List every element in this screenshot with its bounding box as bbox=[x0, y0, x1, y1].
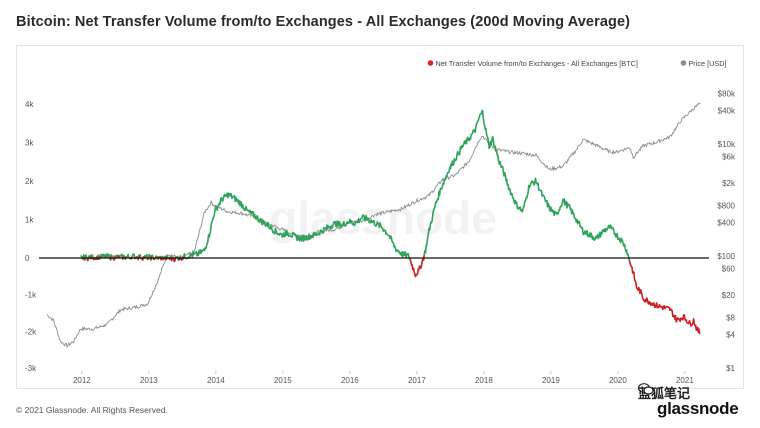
flow-line-negative bbox=[112, 255, 117, 261]
x-tick-label: 2021 bbox=[676, 376, 694, 385]
right-tick-label: $40k bbox=[718, 106, 736, 115]
left-tick-label: -3k bbox=[25, 364, 37, 373]
left-tick-label: 0 bbox=[25, 254, 30, 263]
x-tick-label: 2018 bbox=[475, 376, 493, 385]
flow-line-positive bbox=[119, 253, 124, 260]
legend-label[interactable]: Net Transfer Volume from/to Exchanges - … bbox=[436, 59, 638, 68]
right-tick-label: $4 bbox=[726, 330, 735, 339]
x-tick-label: 2019 bbox=[542, 376, 560, 385]
legend-label[interactable]: Price [USD] bbox=[688, 59, 726, 68]
right-tick-label: $6k bbox=[722, 152, 736, 161]
legend: Net Transfer Volume from/to Exchanges - … bbox=[427, 59, 727, 68]
left-axis: 4k 3k 2k 1k 0 -1k -2k -3k bbox=[25, 100, 37, 373]
flow-line-negative bbox=[124, 256, 127, 260]
flow-line-negative bbox=[172, 256, 177, 263]
left-tick-label: -1k bbox=[25, 291, 37, 300]
flow-line-negative bbox=[628, 259, 701, 335]
right-tick-label: $400 bbox=[717, 218, 735, 227]
price-line bbox=[46, 102, 701, 349]
legend-dot bbox=[427, 60, 434, 66]
right-tick-label: $100 bbox=[717, 252, 735, 261]
right-tick-label: $80k bbox=[718, 89, 736, 98]
flow-line-positive bbox=[144, 253, 149, 261]
right-tick-label: $60 bbox=[722, 264, 736, 273]
chat-icon bbox=[637, 383, 654, 395]
left-tick-label: 3k bbox=[25, 139, 34, 148]
x-tick-label: 2017 bbox=[408, 376, 426, 385]
glassnode-logo: glassnode bbox=[657, 399, 739, 418]
chart-title: Bitcoin: Net Transfer Volume from/to Exc… bbox=[16, 14, 631, 30]
overlay-caption: 蓝狐笔记 bbox=[637, 383, 690, 402]
right-tick-label: $800 bbox=[717, 201, 735, 210]
x-tick-label: 2020 bbox=[609, 376, 627, 385]
right-tick-label: $1 bbox=[726, 364, 735, 373]
x-tick-label: 2013 bbox=[140, 376, 158, 385]
right-tick-label: $8 bbox=[726, 313, 735, 322]
left-tick-label: 4k bbox=[25, 100, 34, 109]
x-tick-label: 2016 bbox=[341, 376, 359, 385]
x-tick-label: 2015 bbox=[274, 376, 292, 385]
left-tick-label: 1k bbox=[25, 216, 34, 225]
left-tick-label: 2k bbox=[25, 177, 34, 186]
right-tick-label: $2k bbox=[722, 179, 736, 188]
right-tick-label: $20 bbox=[722, 291, 736, 300]
price-series bbox=[46, 102, 701, 349]
right-tick-label: $10k bbox=[718, 140, 736, 149]
flow-line-positive bbox=[105, 253, 111, 260]
flow-line-positive bbox=[188, 192, 411, 260]
flow-series bbox=[80, 109, 701, 335]
x-tick-label: 2014 bbox=[207, 376, 225, 385]
chart-frame: glassnode Net Transfer Volume from/to Ex… bbox=[16, 45, 744, 389]
copyright-footer: © 2021 Glassnode. All Rights Reserved. bbox=[16, 405, 168, 415]
right-axis: $80k $40k $10k $6k $2k $800 $400 $100 $60 $20 $8 $4… bbox=[717, 89, 736, 373]
x-axis: 2012 2013 2014 2015 2016 2017 2018 2019 2020 2021 bbox=[73, 371, 694, 385]
chart-svg: glassnode Net Transfer Volume from/to Ex… bbox=[25, 59, 736, 385]
flow-line-positive bbox=[131, 253, 136, 260]
left-tick-label: -2k bbox=[25, 327, 37, 336]
x-tick-label: 2012 bbox=[73, 376, 91, 385]
flow-line-negative bbox=[408, 254, 425, 278]
flow-line-positive bbox=[423, 109, 631, 261]
legend-dot bbox=[680, 60, 687, 66]
